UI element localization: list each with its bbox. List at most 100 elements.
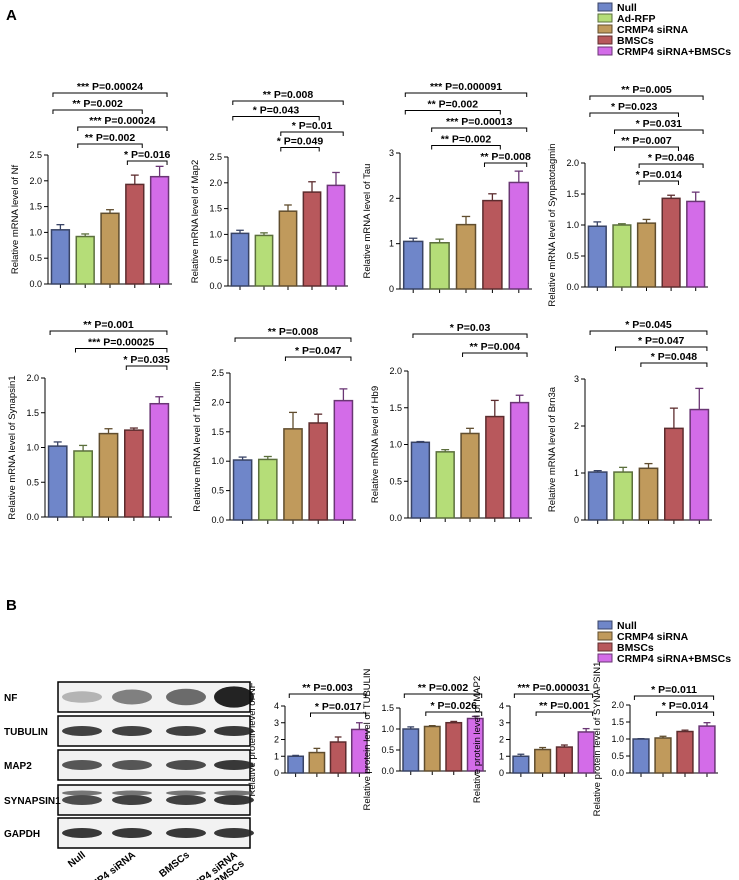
y-tick-label: 0.0: [209, 281, 222, 291]
bar: [350, 728, 368, 774]
blot-band: [62, 691, 102, 703]
bar: [73, 450, 93, 518]
significance-bracket: [614, 146, 679, 151]
y-tick-label: 2.0: [566, 158, 579, 168]
legend-label: Ad-RFP: [617, 13, 656, 25]
significance-bracket: [633, 695, 715, 700]
significance-bracket: [638, 163, 704, 168]
significance-label: * P=0.048: [651, 351, 698, 363]
significance-label: * P=0.01: [292, 120, 333, 132]
blot-band: [166, 795, 206, 805]
significance-label: ** P=0.008: [268, 326, 319, 338]
y-tick-label: 2: [274, 735, 279, 745]
significance-label: ** P=0.003: [302, 682, 353, 694]
bar: [125, 183, 145, 285]
bar: [278, 210, 298, 287]
y-tick-label: 3: [274, 718, 279, 728]
y-axis-label: Relative mRNA level of Tau: [362, 164, 373, 279]
bar: [509, 401, 530, 519]
blot-band: [62, 726, 102, 736]
significance-bracket: [638, 180, 679, 185]
y-axis-label: Relative protein level of MAP2: [472, 676, 483, 803]
y-tick-label: 2.5: [209, 152, 222, 162]
significance-bracket: [126, 160, 168, 165]
legend-swatch: [597, 24, 613, 34]
bar: [232, 459, 253, 521]
bar: [632, 738, 650, 774]
legend-label: BMSCs: [617, 642, 654, 654]
significance-bracket: [589, 330, 708, 335]
lane-label-line: Null: [66, 850, 88, 870]
significance-label: ** P=0.001: [83, 319, 134, 331]
blot-band: [62, 795, 102, 805]
y-tick-label: 1.5: [211, 427, 224, 437]
lane-label: BMSCs: [157, 849, 192, 879]
significance-bracket: [483, 162, 528, 167]
y-axis-label: Relative mRNA level of Brn3a: [547, 386, 558, 512]
legend-swatch: [597, 13, 613, 23]
legend-swatch: [597, 653, 613, 663]
y-tick-label: 0.0: [211, 515, 224, 525]
bar: [302, 191, 322, 287]
y-tick-label: 1: [574, 468, 579, 478]
blot-band: [166, 726, 206, 736]
bar: [460, 432, 480, 519]
bar: [47, 445, 68, 518]
significance-bracket: [77, 143, 143, 148]
significance-bracket: [431, 127, 528, 132]
significance-bracket: [49, 330, 168, 335]
y-tick-label: 0.5: [566, 251, 579, 261]
y-tick-label: 0.5: [29, 253, 42, 263]
blot-band: [166, 790, 206, 796]
significance-bracket: [280, 147, 320, 152]
significance-label: * P=0.049: [277, 136, 324, 148]
y-tick-label: 1.5: [566, 189, 579, 199]
y-tick-label: 0.0: [389, 513, 402, 523]
y-tick-label: 2: [574, 421, 579, 431]
bar: [333, 399, 354, 521]
legend-label: BMSCs: [617, 35, 654, 47]
y-tick-label: 0.0: [381, 766, 394, 776]
significance-bracket: [280, 131, 344, 136]
bar: [613, 471, 633, 521]
significance-label: * P=0.011: [651, 684, 697, 696]
bar: [482, 199, 503, 290]
y-tick-label: 0: [499, 768, 504, 778]
significance-label: * P=0.046: [648, 152, 695, 164]
significance-label: *** P=0.00025: [88, 337, 154, 349]
lane-label-line: BMSCs: [157, 849, 192, 879]
significance-bracket: [655, 711, 715, 716]
significance-bracket: [640, 362, 708, 367]
bar: [98, 432, 119, 518]
significance-label: ** P=0.004: [470, 341, 521, 353]
bar: [612, 224, 632, 288]
bar: [455, 223, 477, 290]
significance-bracket: [288, 693, 367, 698]
blot-band: [166, 688, 206, 706]
y-tick-label: 1.5: [389, 403, 402, 413]
bar: [329, 741, 347, 774]
y-tick-label: 1.0: [389, 440, 402, 450]
bar: [636, 222, 657, 288]
blot-band: [62, 790, 102, 796]
y-tick-label: 2.0: [209, 178, 222, 188]
significance-label: * P=0.023: [611, 101, 658, 113]
blot-band: [112, 760, 152, 770]
significance-label: ** P=0.001: [539, 700, 590, 712]
significance-label: * P=0.043: [253, 105, 300, 117]
y-tick-label: 0: [574, 515, 579, 525]
y-tick-label: 0.5: [389, 476, 402, 486]
bar: [508, 181, 530, 290]
y-tick-label: 2.0: [389, 366, 402, 376]
significance-label: *** P=0.000031: [517, 682, 589, 694]
significance-label: ** P=0.008: [480, 151, 531, 163]
significance-label: ** P=0.007: [621, 135, 672, 147]
legend-swatch: [597, 620, 613, 630]
significance-bracket: [404, 92, 528, 97]
bar: [577, 731, 595, 774]
bar: [230, 232, 250, 287]
significance-bracket: [74, 348, 168, 353]
significance-label: * P=0.047: [295, 345, 342, 357]
bar: [124, 429, 144, 518]
bar: [75, 235, 95, 285]
